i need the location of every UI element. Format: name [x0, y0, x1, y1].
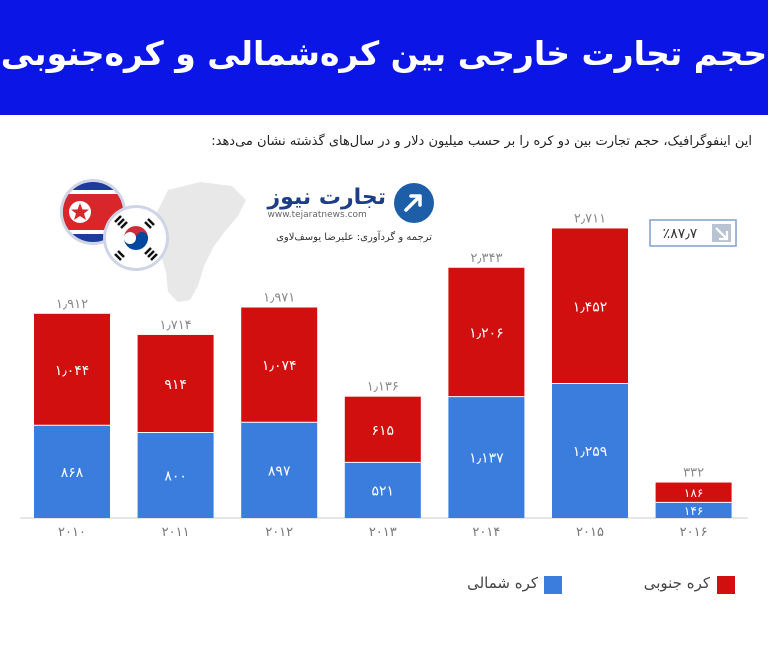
logo: تجارت نیوز www.tejaratnews.com	[262, 178, 434, 228]
down-arrow-icon	[715, 227, 729, 241]
data-label-north-4: ۱٫۱۳۷	[469, 451, 504, 467]
legend-swatch-south	[717, 576, 735, 594]
data-label-south-1: ۹۱۴	[164, 377, 187, 393]
data-label-north-5: ۱٫۲۵۹	[573, 444, 608, 460]
bar-north-2	[241, 422, 318, 518]
bar-north-1	[137, 432, 214, 518]
bar-north-0	[34, 425, 110, 518]
change-badge-text: ٪۸۷٫۷	[663, 226, 698, 242]
x-tick-label-3: ۲۰۱۳	[369, 525, 397, 540]
bar-north-6	[655, 502, 732, 518]
data-label-north-6: ۱۴۶	[684, 504, 703, 518]
data-label-north-0: ۸۶۸	[61, 465, 84, 481]
total-label-1: ۱٫۷۱۴	[160, 318, 192, 333]
data-label-south-3: ۶۱۵	[372, 423, 395, 439]
data-label-south-4: ۱٫۲۰۶	[469, 325, 504, 341]
total-label-6: ۳۳۲	[683, 466, 704, 481]
bar-north-5	[552, 383, 628, 518]
logo-domain: www.tejaratnews.com	[267, 210, 367, 220]
legend-label-south: کره جنوبی	[643, 574, 710, 592]
credit-text: ترجمه و گردآوری: علیرضا یوسف‌لاوی	[276, 232, 432, 243]
bar-south-0	[34, 313, 110, 426]
total-label-4: ۲٫۳۴۳	[470, 251, 502, 266]
logo-name: تجارت نیوز	[267, 185, 386, 210]
north-korea-flag-icon	[60, 179, 126, 245]
korea-map-icon	[150, 182, 246, 302]
data-label-south-6: ۱۸۶	[684, 486, 703, 500]
page-title: حجم تجارت خارجی بین کره‌شمالی و کره‌جنوب…	[0, 34, 768, 73]
header-banner: حجم تجارت خارجی بین کره‌شمالی و کره‌جنوب…	[0, 0, 768, 115]
decoration: ٪۸۷٫۷	[60, 179, 737, 302]
bar-north-3	[344, 462, 421, 518]
data-label-north-1: ۸۰۰	[164, 469, 187, 485]
data-label-north-3: ۵۲۱	[372, 483, 395, 499]
south-korea-flag-icon	[103, 205, 169, 271]
x-tick-label-2: ۲۰۱۲	[265, 525, 293, 540]
bar-south-1	[137, 334, 214, 433]
total-label-3: ۱٫۱۳۶	[367, 380, 399, 395]
change-badge: ٪۸۷٫۷	[649, 219, 737, 247]
legend-label-north: کره شمالی	[467, 574, 538, 592]
bar-north-4	[448, 396, 525, 518]
data-label-north-2: ۸۹۷	[268, 463, 291, 479]
bar-south-3	[344, 396, 421, 463]
x-tick-label-1: ۲۰۱۱	[162, 525, 190, 540]
bar-south-4	[448, 267, 525, 397]
bar-south-6	[655, 482, 732, 503]
x-tick-label-4: ۲۰۱۴	[472, 525, 500, 540]
total-label-2: ۱٫۹۷۱	[263, 290, 295, 305]
x-tick-label-5: ۲۰۱۵	[576, 525, 604, 540]
data-label-south-2: ۱٫۰۷۴	[262, 358, 297, 374]
total-label-0: ۱٫۹۱۲	[56, 297, 88, 312]
bar-south-2	[241, 307, 318, 423]
data-label-south-0: ۱٫۰۴۴	[55, 363, 90, 379]
x-tick-label-0: ۲۰۱۰	[58, 525, 86, 540]
total-label-5: ۲٫۷۱۱	[574, 211, 606, 226]
bar-south-5	[552, 228, 628, 384]
data-label-south-5: ۱٫۴۵۲	[573, 299, 608, 315]
logo-arrow-icon	[394, 183, 434, 223]
chart-subtitle: این اینفوگرافیک، حجم تجارت بین دو کره را…	[211, 134, 752, 149]
legend-swatch-north	[544, 576, 562, 594]
x-tick-label-6: ۲۰۱۶	[680, 525, 708, 540]
